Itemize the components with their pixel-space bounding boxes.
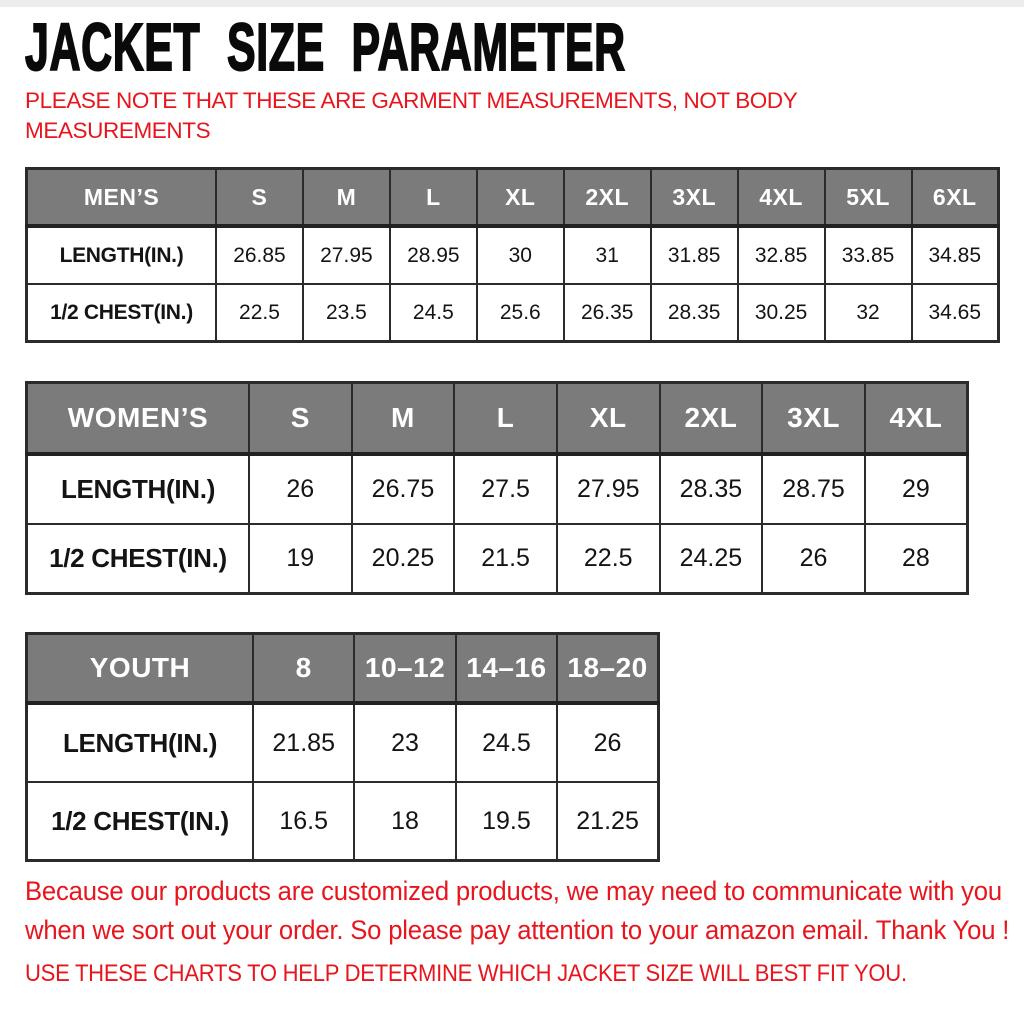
garment-note-line-1: PLEASE NOTE THAT THESE ARE GARMENT MEASU… <box>25 88 798 113</box>
womens-measurement-row: LENGTH(IN.) 26 26.75 27.5 27.95 28.35 28.75 29 <box>25 453 969 525</box>
youth-table-title-cell: YOUTH <box>25 632 254 705</box>
mens-header-row: MEN’S S M L XL 2XL 3XL 4XL 5XL 6XL <box>25 167 1000 228</box>
mens-measurement-value-cell: 26.35 <box>562 283 652 343</box>
womens-measurement-value-cell: 19 <box>248 523 353 595</box>
womens-measurement-value-cell: 24.25 <box>658 523 764 595</box>
mens-table-title-cell: MEN’S <box>25 167 217 228</box>
mens-size-column-header: 3XL <box>649 167 739 228</box>
youth-measurement-row: 1/2 CHEST(IN.) 16.5 18 19.5 21.25 <box>25 781 660 862</box>
womens-header-row: WOMEN’S S M L XL 2XL 3XL 4XL <box>25 381 969 456</box>
mens-measurement-value-cell: 32 <box>823 283 913 343</box>
womens-measurement-value-cell: 28 <box>863 523 969 595</box>
womens-measurement-value-cell: 22.5 <box>555 523 661 595</box>
mens-row-label-cell: 1/2 CHEST(IN.) <box>25 283 217 343</box>
mens-size-column-header: 2XL <box>562 167 652 228</box>
womens-size-column-header: 3XL <box>761 381 866 456</box>
womens-row-label-cell: LENGTH(IN.) <box>25 453 250 525</box>
womens-size-table: WOMEN’S S M L XL 2XL 3XL 4XL LENGTH(IN.) 26 26.75 2… <box>25 381 969 595</box>
mens-measurement-value-cell: 31.85 <box>649 225 739 285</box>
mens-measurement-value-cell: 22.5 <box>215 283 304 343</box>
mens-measurement-value-cell: 26.85 <box>215 225 304 285</box>
womens-table-title-cell: WOMEN’S <box>25 381 250 456</box>
customization-notice-line-2: when we sort out your order. So please p… <box>25 915 1010 945</box>
womens-size-column-header: 4XL <box>863 381 969 456</box>
mens-measurement-value-cell: 30.25 <box>736 283 826 343</box>
womens-measurement-value-cell: 21.5 <box>453 523 558 595</box>
womens-size-column-header: XL <box>555 381 661 456</box>
youth-measurement-value-cell: 19.5 <box>454 781 559 862</box>
mens-measurement-value-cell: 24.5 <box>388 283 478 343</box>
mens-size-column-header: XL <box>475 167 565 228</box>
top-edge-strip <box>0 0 1024 7</box>
mens-measurement-value-cell: 33.85 <box>823 225 913 285</box>
womens-size-column-header: S <box>248 381 353 456</box>
youth-measurement-value-cell: 21.85 <box>251 702 356 783</box>
mens-size-column-header: S <box>215 167 304 228</box>
mens-measurement-value-cell: 30 <box>475 225 565 285</box>
mens-size-column-header: 5XL <box>823 167 913 228</box>
womens-size-column-header: 2XL <box>658 381 764 456</box>
mens-size-column-header: M <box>301 167 391 228</box>
womens-size-column-header: L <box>453 381 558 456</box>
mens-measurement-value-cell: 28.95 <box>388 225 478 285</box>
womens-measurement-value-cell: 28.75 <box>761 453 866 525</box>
garment-note-line-2: MEASUREMENTS <box>25 117 211 143</box>
mens-measurement-value-cell: 27.95 <box>301 225 391 285</box>
youth-size-column-header: 14–16 <box>454 632 559 705</box>
womens-measurement-value-cell: 27.5 <box>453 453 558 525</box>
mens-measurement-value-cell: 23.5 <box>301 283 391 343</box>
page-title: JACKET SIZE PARAMETER <box>24 10 626 85</box>
mens-size-column-header: L <box>388 167 478 228</box>
youth-measurement-value-cell: 23 <box>353 702 457 783</box>
womens-measurement-value-cell: 27.95 <box>555 453 661 525</box>
mens-size-column-header: 6XL <box>910 167 1000 228</box>
youth-measurement-value-cell: 26 <box>556 702 660 783</box>
mens-measurement-row: LENGTH(IN.) 26.85 27.95 28.95 30 31 31.85 32.85… <box>25 225 1000 285</box>
youth-measurement-row: LENGTH(IN.) 21.85 23 24.5 26 <box>25 702 660 783</box>
mens-measurement-value-cell: 28.35 <box>649 283 739 343</box>
mens-size-column-header: 4XL <box>736 167 826 228</box>
womens-size-column-header: M <box>350 381 456 456</box>
mens-measurement-value-cell: 32.85 <box>736 225 826 285</box>
womens-row-label-cell: 1/2 CHEST(IN.) <box>25 523 250 595</box>
youth-row-label-cell: 1/2 CHEST(IN.) <box>25 781 254 862</box>
customization-notice: Because our products are customized prod… <box>25 872 1024 950</box>
youth-measurement-value-cell: 16.5 <box>251 781 356 862</box>
mens-measurement-value-cell: 34.65 <box>910 283 1000 343</box>
youth-size-column-header: 8 <box>251 632 356 705</box>
youth-size-column-header: 18–20 <box>556 632 660 705</box>
youth-row-label-cell: LENGTH(IN.) <box>25 702 254 783</box>
fit-advice-text: USE THESE CHARTS TO HELP DETERMINE WHICH… <box>25 960 907 987</box>
womens-measurement-value-cell: 26.75 <box>350 453 456 525</box>
youth-measurement-value-cell: 18 <box>353 781 457 862</box>
womens-measurement-value-cell: 26 <box>761 523 866 595</box>
youth-size-table: YOUTH 8 10–12 14–16 18–20 LENGTH(IN.) 21.85 23 2… <box>25 632 660 862</box>
mens-measurement-value-cell: 34.85 <box>910 225 1000 285</box>
youth-measurement-value-cell: 24.5 <box>454 702 559 783</box>
garment-measurement-note: PLEASE NOTE THAT THESE ARE GARMENT MEASU… <box>25 86 798 146</box>
mens-row-label-cell: LENGTH(IN.) <box>25 225 217 285</box>
youth-size-column-header: 10–12 <box>353 632 457 705</box>
womens-measurement-row: 1/2 CHEST(IN.) 19 20.25 21.5 22.5 24.25 26 28 <box>25 523 969 595</box>
mens-measurement-value-cell: 25.6 <box>475 283 565 343</box>
youth-measurement-value-cell: 21.25 <box>556 781 660 862</box>
womens-measurement-value-cell: 28.35 <box>658 453 764 525</box>
customization-notice-line-1: Because our products are customized prod… <box>25 876 1002 906</box>
mens-measurement-value-cell: 31 <box>562 225 652 285</box>
mens-measurement-row: 1/2 CHEST(IN.) 22.5 23.5 24.5 25.6 26.35 28.35… <box>25 283 1000 343</box>
womens-measurement-value-cell: 29 <box>863 453 969 525</box>
womens-measurement-value-cell: 20.25 <box>350 523 456 595</box>
womens-measurement-value-cell: 26 <box>248 453 353 525</box>
mens-size-table: MEN’S S M L XL 2XL 3XL 4XL 5XL 6XL LENGTH(IN.) 26.8… <box>25 167 1000 343</box>
youth-header-row: YOUTH 8 10–12 14–16 18–20 <box>25 632 660 705</box>
